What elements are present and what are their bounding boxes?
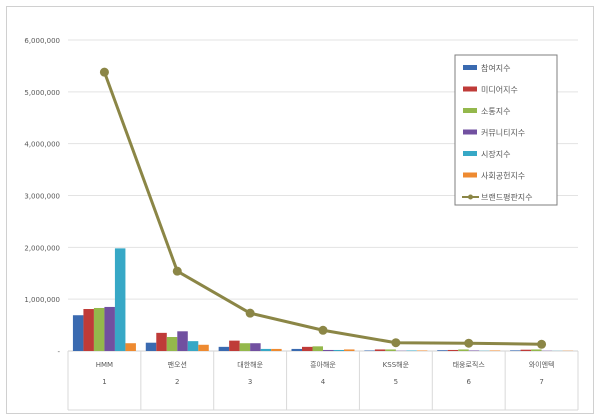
bar — [323, 349, 334, 351]
legend-label: 시장지수 — [481, 149, 510, 159]
x-category-label: 팬오션 — [168, 360, 187, 369]
bar — [114, 248, 126, 351]
bar — [510, 350, 521, 351]
bar — [364, 350, 375, 351]
x-category-label: 대한해운 — [237, 360, 263, 369]
bar — [458, 349, 469, 351]
bar — [468, 350, 480, 351]
x-category-rank: 7 — [539, 378, 543, 386]
y-tick-label: - — [57, 348, 60, 356]
line-point — [318, 325, 328, 335]
x-category-rank: 4 — [321, 378, 326, 386]
bar — [104, 306, 115, 351]
bar — [489, 350, 501, 351]
bar — [531, 349, 542, 351]
bar — [166, 337, 178, 351]
line-point — [464, 338, 474, 348]
x-category-rank: 3 — [248, 378, 252, 386]
x-category-label: KSS해운 — [383, 360, 410, 369]
bar — [72, 315, 84, 351]
bar — [385, 349, 396, 351]
x-category-label: HMM — [96, 361, 113, 369]
x-category-label: 태웅로직스 — [453, 360, 486, 369]
legend-swatch — [463, 86, 477, 92]
bar — [291, 348, 302, 351]
bar — [302, 346, 313, 351]
y-tick-label: 1,000,000 — [24, 296, 60, 304]
bar — [83, 309, 94, 351]
bar — [250, 343, 261, 351]
y-tick-label: 5,000,000 — [24, 89, 60, 97]
legend-swatch — [463, 65, 477, 70]
legend-label: 참여지수 — [481, 63, 510, 73]
bar — [271, 348, 282, 351]
legend-swatch — [463, 151, 477, 156]
y-tick-label: 3,000,000 — [24, 193, 60, 201]
bar — [260, 348, 272, 351]
bar — [374, 349, 386, 351]
bar — [177, 331, 188, 351]
x-category-label: 와이엔텍 — [529, 360, 555, 369]
legend-label: 브랜드평판지수 — [481, 192, 533, 202]
legend-label: 사회공헌지수 — [481, 172, 525, 181]
x-category-rank: 5 — [394, 378, 398, 386]
legend-swatch — [463, 108, 477, 113]
bar — [447, 349, 459, 351]
line-point — [99, 67, 109, 77]
line-point — [391, 338, 401, 348]
x-category-label: 흥아해운 — [310, 360, 336, 369]
bar — [333, 349, 344, 351]
bar — [187, 341, 199, 351]
legend-marker — [468, 194, 473, 200]
bar — [145, 342, 157, 351]
bar — [416, 350, 428, 351]
bar — [239, 343, 251, 351]
bar — [198, 344, 209, 351]
bar — [344, 349, 355, 351]
line-point — [172, 266, 182, 276]
bar — [218, 346, 230, 351]
legend-swatch — [463, 129, 477, 135]
legend-label: 미디어지수 — [481, 85, 518, 95]
bar — [437, 350, 448, 351]
line-point — [245, 308, 255, 318]
legend-label: 소통지수 — [481, 107, 510, 116]
x-category-rank: 2 — [175, 378, 179, 386]
legend-label: 커뮤니티지수 — [481, 128, 525, 138]
bar — [93, 307, 105, 351]
legend-swatch — [463, 172, 477, 178]
bar — [520, 349, 532, 351]
bar — [156, 332, 167, 351]
y-tick-label: 6,000,000 — [24, 37, 60, 45]
bar — [312, 346, 323, 351]
bar — [406, 350, 417, 351]
y-tick-label: 4,000,000 — [24, 141, 60, 149]
x-category-rank: 6 — [466, 378, 471, 386]
line-point — [537, 339, 547, 349]
x-category-rank: 1 — [102, 378, 106, 386]
bar — [125, 343, 136, 351]
y-tick-label: 2,000,000 — [24, 244, 60, 252]
bar — [229, 340, 240, 351]
